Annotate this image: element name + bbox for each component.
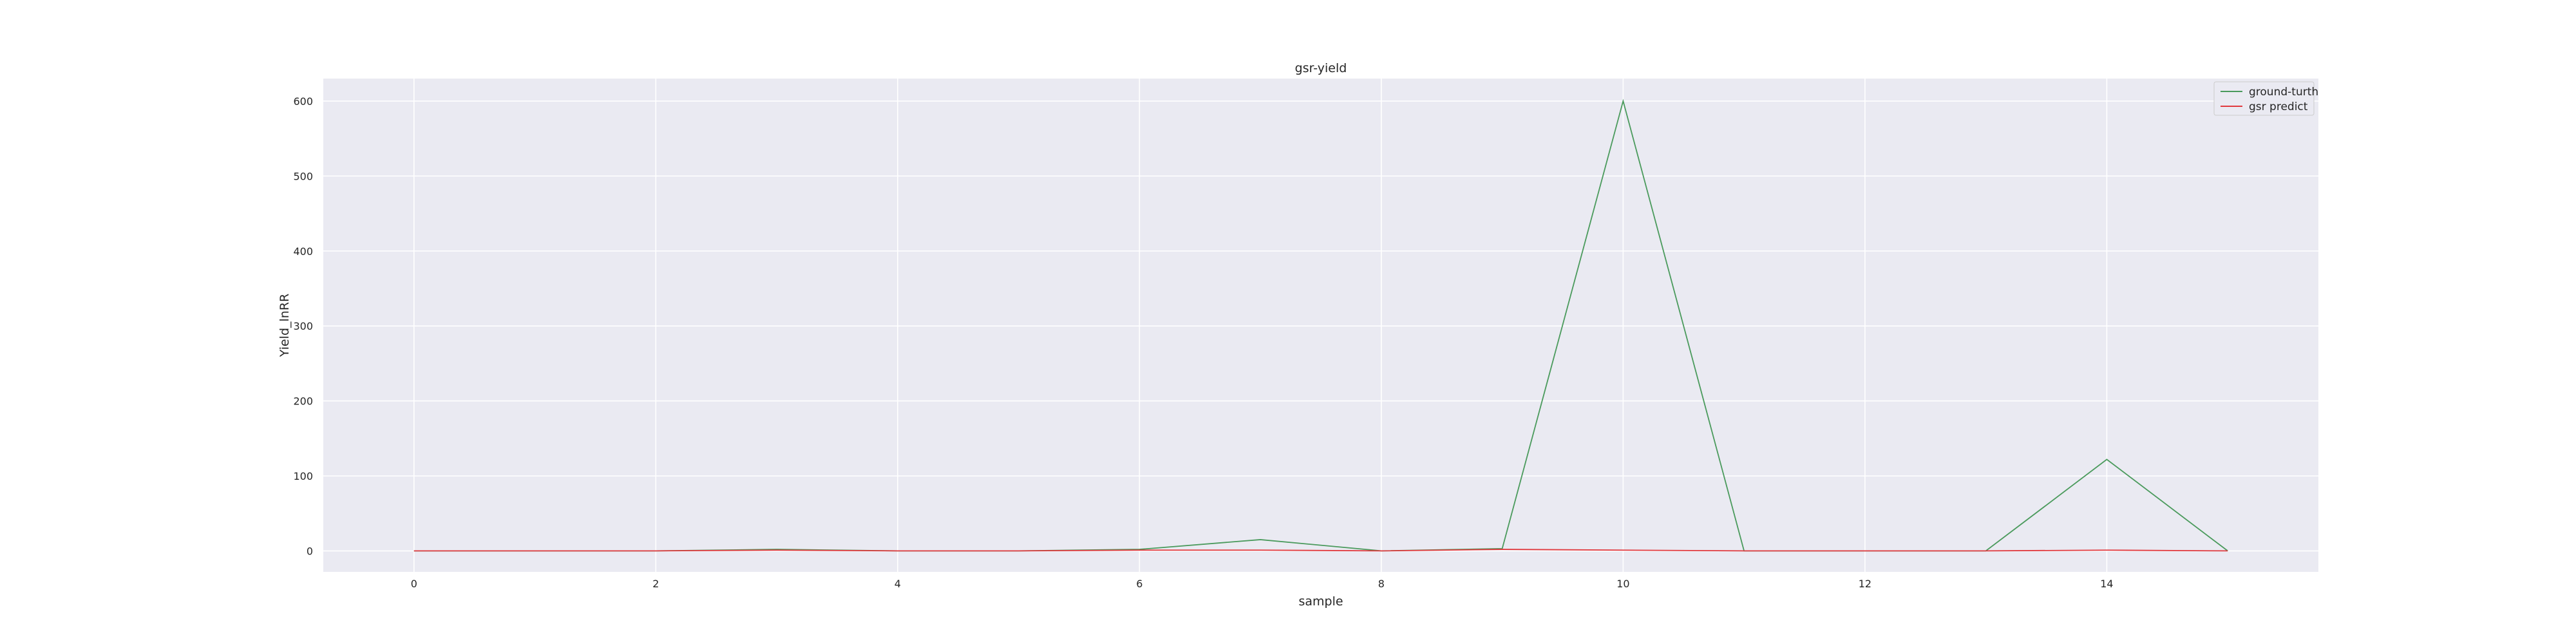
y-tick-label: 500 — [293, 170, 313, 182]
x-tick-label: 0 — [411, 578, 417, 590]
series-lines — [413, 99, 2228, 552]
y-tick-labels: 0 100 200 300 400 500 600 — [293, 95, 313, 557]
y-tick-label: 100 — [293, 470, 313, 482]
x-tick-label: 2 — [652, 578, 659, 590]
x-tick-labels: 0 2 4 6 8 10 12 14 — [411, 578, 2114, 590]
y-axis-label: Yield_lnRR — [278, 294, 292, 357]
grid-lines — [323, 79, 2318, 572]
x-tick-label: 4 — [895, 578, 901, 590]
x-tick-label: 14 — [2100, 578, 2113, 590]
x-tick-label: 8 — [1378, 578, 1385, 590]
plot-area — [323, 79, 2318, 572]
legend-label: ground-turth — [2249, 86, 2318, 99]
x-tick-label: 10 — [1616, 578, 1629, 590]
x-axis-label: sample — [1298, 594, 1343, 609]
legend-label: gsr predict — [2249, 100, 2308, 113]
y-tick-label: 200 — [293, 395, 313, 408]
y-tick-label: 600 — [293, 95, 313, 108]
x-tick-label: 12 — [1859, 578, 1871, 590]
y-tick-label: 400 — [293, 245, 313, 258]
series-line-predict — [413, 549, 2228, 552]
y-tick-label: 300 — [293, 320, 313, 332]
chart-title: gsr-yield — [1295, 61, 1347, 75]
x-tick-label: 6 — [1136, 578, 1142, 590]
y-tick-label: 0 — [307, 545, 313, 557]
